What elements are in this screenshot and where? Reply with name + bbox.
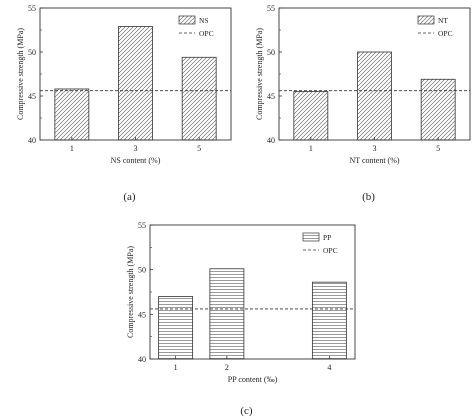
- chart-panel-b: 40 45 50 55 1 3 5 NT content (%) Compressive str…: [255, 4, 471, 203]
- panel-label-a: (a): [123, 191, 136, 203]
- bar-a-3: [118, 26, 153, 141]
- y-tick-label-b-55: 55: [267, 4, 275, 13]
- legend-swatch-b: [417, 15, 435, 25]
- y-tick-label-c-55: 55: [138, 221, 146, 230]
- y-tick-label-a-40: 40: [28, 136, 36, 145]
- bar-c-2: [209, 268, 245, 360]
- y-tick-label-a-55: 55: [28, 4, 36, 13]
- x-tick-label-a-5: 5: [197, 144, 201, 153]
- legend-label-series-a: NS: [199, 16, 209, 25]
- x-tick-label-b-3: 3: [373, 144, 377, 153]
- y-tick-label-c-45: 45: [138, 310, 146, 319]
- bar-b-3: [357, 51, 392, 141]
- y-axis-label-c: Compressive strength (MPa): [126, 246, 135, 338]
- y-axis-label-b: Compressive strength (MPa): [255, 28, 264, 120]
- legend-swatch-c: [302, 232, 320, 242]
- chart-panel-a: 40 45 50 55 1 3 5 NS content (%) Compressive str…: [16, 4, 232, 203]
- legend-label-opc-b: OPC: [438, 29, 453, 38]
- legend-swatch-a: [178, 15, 196, 25]
- bar-a-1: [54, 88, 90, 141]
- bar-c-1: [158, 296, 194, 360]
- legend-label-series-b: NT: [438, 16, 448, 25]
- y-tick-label-c-50: 50: [138, 266, 146, 275]
- bar-b-5: [420, 78, 456, 141]
- x-tick-label-a-3: 3: [134, 144, 138, 153]
- panel-label-c: (c): [240, 405, 253, 417]
- x-tick-label-a-1: 1: [70, 144, 74, 153]
- y-tick-label-b-50: 50: [267, 48, 275, 57]
- x-axis-label-a: NS content (%): [111, 156, 161, 165]
- panel-label-b: (b): [362, 191, 375, 203]
- legend-label-opc-c: OPC: [323, 246, 338, 255]
- x-axis-label-c: PP content (‰): [228, 375, 278, 384]
- x-tick-label-c-1: 1: [174, 363, 178, 372]
- y-tick-label-b-40: 40: [267, 136, 275, 145]
- x-axis-label-b: NT content (%): [349, 156, 399, 165]
- x-tick-label-b-1: 1: [309, 144, 313, 153]
- y-tick-label-a-50: 50: [28, 48, 36, 57]
- legend-label-opc-a: OPC: [199, 29, 214, 38]
- chart-panel-c: 40 45 50 55 1 2 4 PP content (‰) Compressive str…: [126, 221, 356, 417]
- x-tick-label-c-4: 4: [327, 363, 331, 372]
- y-tick-label-c-40: 40: [138, 355, 146, 364]
- y-tick-label-a-45: 45: [28, 92, 36, 101]
- y-axis-label-a: Compressive strength (MPa): [16, 28, 25, 120]
- bar-b-1: [293, 91, 329, 141]
- x-tick-label-b-5: 5: [436, 144, 440, 153]
- bar-a-5: [181, 56, 217, 141]
- bar-c-4: [311, 281, 347, 360]
- legend-label-series-c: PP: [323, 233, 331, 242]
- x-tick-label-c-2: 2: [225, 363, 229, 372]
- y-tick-label-b-45: 45: [267, 92, 275, 101]
